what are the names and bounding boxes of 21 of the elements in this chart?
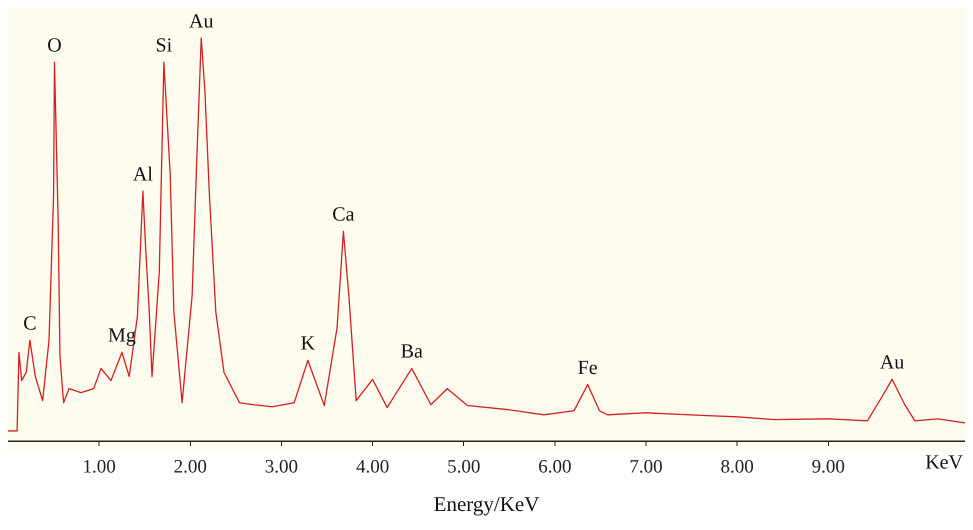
annotation: Fe bbox=[578, 356, 598, 379]
annotation: O bbox=[47, 34, 62, 56]
x-axis-title: Energy/KeV bbox=[434, 492, 540, 516]
x-tick-label: 1.00 bbox=[82, 456, 116, 478]
annotation: Ba bbox=[400, 340, 423, 363]
annotation: Si bbox=[156, 34, 173, 56]
x-tick-label: 8.00 bbox=[720, 456, 754, 478]
x-tick-label: 9.00 bbox=[812, 456, 845, 478]
text: KeV bbox=[925, 451, 964, 474]
x-tick-label: 2.00 bbox=[174, 456, 207, 478]
annotation: Au bbox=[880, 352, 904, 374]
annotation: Ca bbox=[332, 204, 355, 226]
annotation: Al bbox=[132, 163, 154, 186]
x-tick-label: 5.00 bbox=[447, 456, 480, 478]
x-tick-label: 4.00 bbox=[356, 456, 390, 478]
annotation: C bbox=[23, 312, 37, 334]
x-tick-label: 6.00 bbox=[538, 456, 572, 478]
x-tick-label: 3.00 bbox=[264, 456, 298, 478]
x-tick-label: 7.00 bbox=[629, 456, 663, 478]
annotation: Au bbox=[188, 10, 214, 32]
annotation: K bbox=[300, 332, 316, 355]
